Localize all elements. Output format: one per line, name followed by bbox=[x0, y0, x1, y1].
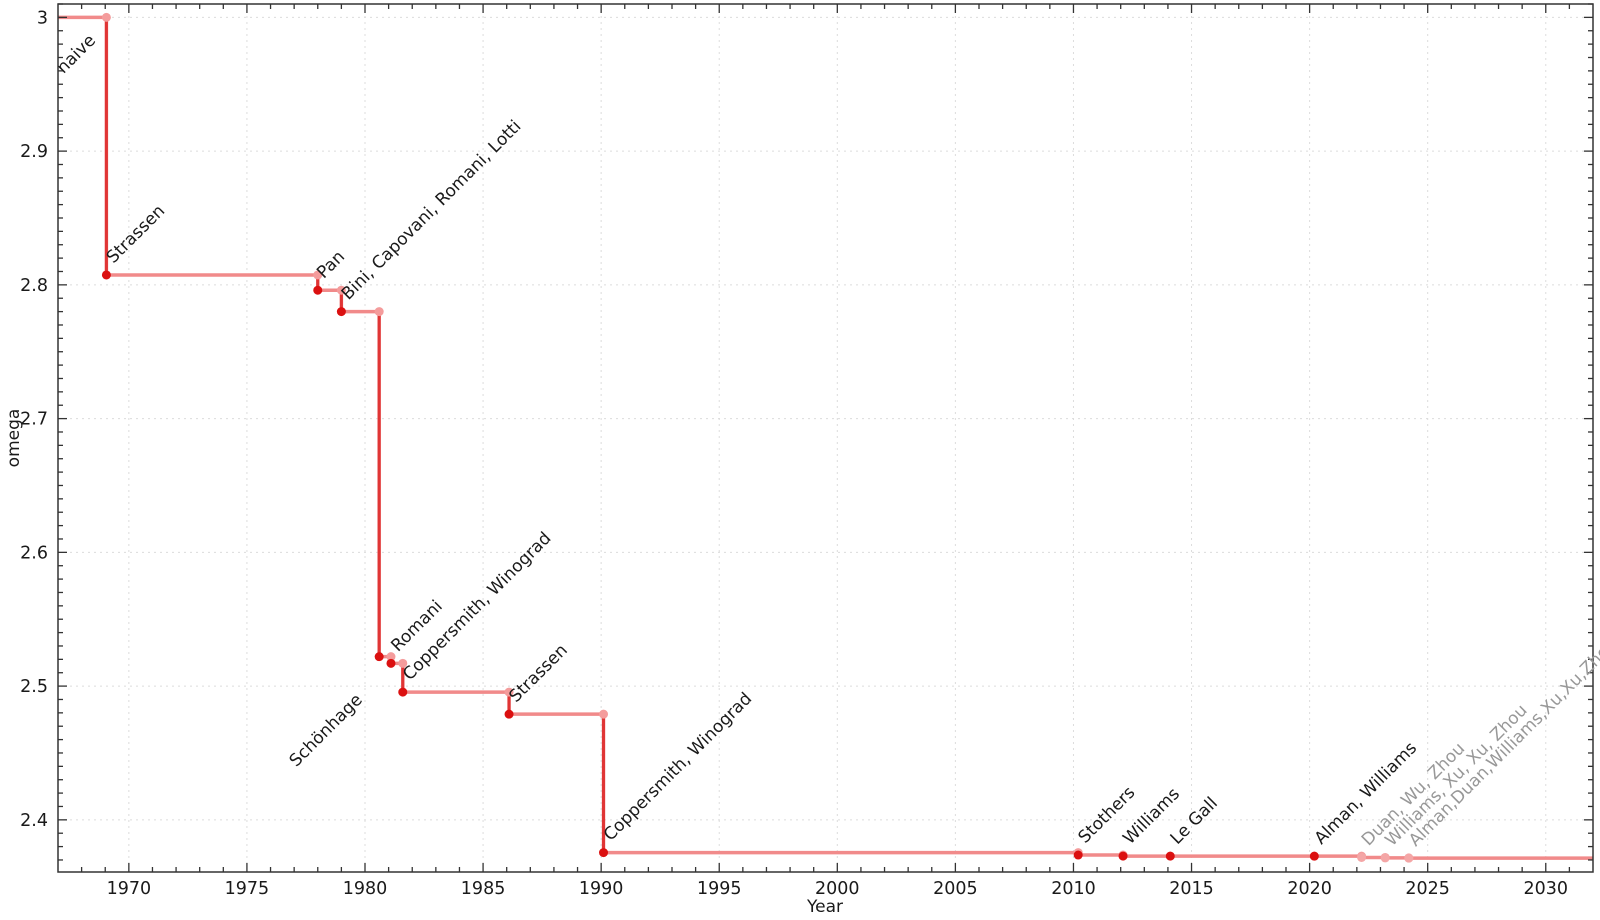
x-tick-label: 2030 bbox=[1523, 879, 1568, 899]
point-label: Coppersmith, Winograd bbox=[600, 689, 756, 845]
x-tick-label: 1980 bbox=[343, 879, 388, 899]
previous-bound-marker bbox=[398, 658, 408, 668]
x-tick-label: 2005 bbox=[933, 879, 978, 899]
omega-step-line bbox=[58, 15, 1593, 860]
point-label: Schönhage bbox=[286, 690, 367, 771]
point-label: Alman,Duan,Williams,Xu,Xu,Zhou bbox=[1405, 634, 1600, 850]
x-tick-label: 2020 bbox=[1287, 879, 1332, 899]
x-tick-label: 2025 bbox=[1405, 879, 1450, 899]
y-tick-label: 2.4 bbox=[20, 811, 48, 831]
new-bound-marker bbox=[336, 307, 346, 317]
new-bound-marker bbox=[1357, 852, 1367, 862]
y-tick-label: 2.5 bbox=[20, 677, 48, 697]
previous-bound-marker bbox=[386, 652, 396, 662]
new-bound-marker bbox=[1380, 853, 1390, 863]
new-bound-marker bbox=[1073, 850, 1083, 860]
new-bound-marker bbox=[1118, 851, 1128, 861]
y-axis-title: omega bbox=[4, 408, 24, 468]
new-bound-marker bbox=[1165, 851, 1175, 861]
new-bound-marker bbox=[1404, 853, 1414, 863]
new-bound-marker bbox=[504, 709, 514, 719]
x-tick-label: 1990 bbox=[579, 879, 624, 899]
plot-border bbox=[57, 3, 1594, 873]
x-tick-label: 1970 bbox=[107, 879, 152, 899]
y-tick-label: 2.9 bbox=[20, 142, 48, 162]
x-tick-label: 2000 bbox=[815, 879, 860, 899]
point-label: Strassen bbox=[505, 640, 571, 706]
previous-bound-marker bbox=[504, 687, 514, 697]
x-tick-label: 2015 bbox=[1169, 879, 1214, 899]
new-bound-marker bbox=[101, 270, 111, 280]
x-tick-label: 2010 bbox=[1051, 879, 1096, 899]
x-axis-title: Year bbox=[807, 897, 843, 917]
point-label: Bini, Capovani, Romani, Lotti bbox=[338, 117, 526, 305]
y-tick-label: 2.6 bbox=[20, 543, 48, 563]
x-tick-label: 1975 bbox=[225, 879, 270, 899]
new-bound-marker bbox=[599, 848, 609, 858]
point-label: naive bbox=[53, 31, 100, 78]
previous-bound-marker bbox=[336, 285, 346, 295]
new-bound-marker bbox=[386, 658, 396, 668]
x-tick-label: 1985 bbox=[461, 879, 506, 899]
new-bound-marker bbox=[1309, 851, 1319, 861]
x-tick-label: 1995 bbox=[697, 879, 742, 899]
point-label: Strassen bbox=[103, 201, 169, 267]
point-label: Williams, Xu, Xu, Zhou bbox=[1382, 700, 1532, 850]
new-bound-marker bbox=[313, 285, 323, 295]
previous-bound-marker bbox=[313, 270, 323, 280]
previous-bound-marker bbox=[101, 12, 111, 22]
y-tick-label: 2.7 bbox=[20, 410, 48, 430]
previous-bound-marker bbox=[599, 709, 609, 719]
y-tick-label: 2.8 bbox=[20, 276, 48, 296]
previous-bound-marker bbox=[374, 307, 384, 317]
y-tick-label: 3 bbox=[37, 8, 48, 28]
new-bound-marker bbox=[374, 652, 384, 662]
new-bound-marker bbox=[398, 687, 408, 697]
